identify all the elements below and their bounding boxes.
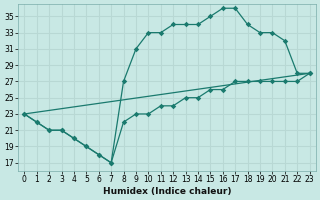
X-axis label: Humidex (Indice chaleur): Humidex (Indice chaleur) — [103, 187, 231, 196]
